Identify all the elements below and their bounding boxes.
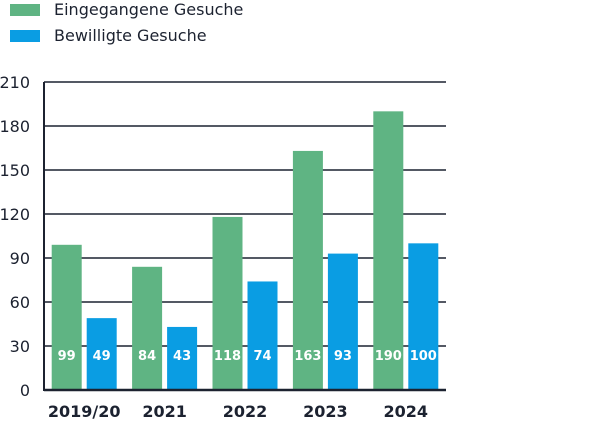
data-label-approved-2: 74 bbox=[253, 349, 271, 364]
legend-item-approved: Bewilligte Gesuche bbox=[10, 26, 207, 46]
bar-approved-2 bbox=[247, 281, 278, 390]
data-label-approved-0: 49 bbox=[93, 349, 111, 364]
legend-label-approved: Bewilligte Gesuche bbox=[54, 26, 207, 45]
data-label-received-3: 163 bbox=[294, 349, 321, 364]
bar-received-4 bbox=[373, 111, 404, 390]
x-tick-label-4: 2024 bbox=[384, 402, 429, 421]
x-tick-label-2: 2022 bbox=[223, 402, 268, 421]
y-tick-label-30: 30 bbox=[10, 337, 30, 356]
legend-item-received: Eingegangene Gesuche bbox=[10, 0, 243, 20]
bar-approved-0 bbox=[86, 318, 117, 390]
bar-received-3 bbox=[292, 150, 323, 390]
legend-swatch-approved bbox=[10, 30, 40, 42]
data-label-approved-1: 43 bbox=[173, 349, 191, 364]
data-label-received-1: 84 bbox=[138, 349, 156, 364]
y-tick-label-90: 90 bbox=[10, 249, 30, 268]
data-label-approved-3: 93 bbox=[334, 349, 352, 364]
data-label-received-4: 190 bbox=[375, 349, 402, 364]
legend-swatch-received bbox=[10, 4, 40, 16]
legend-label-received: Eingegangene Gesuche bbox=[54, 0, 244, 19]
data-label-approved-4: 100 bbox=[410, 349, 437, 364]
bar-received-1 bbox=[132, 266, 163, 390]
y-tick-label-150: 150 bbox=[0, 161, 30, 180]
data-label-received-2: 118 bbox=[214, 349, 241, 364]
x-tick-label-1: 2021 bbox=[142, 402, 187, 421]
bar-received-2 bbox=[212, 216, 243, 390]
bar-approved-3 bbox=[327, 253, 358, 390]
data-label-received-0: 99 bbox=[58, 349, 76, 364]
y-tick-label-60: 60 bbox=[10, 293, 30, 312]
bar-received-0 bbox=[51, 244, 82, 390]
x-tick-label-0: 2019/20 bbox=[48, 402, 121, 421]
y-tick-label-0: 0 bbox=[20, 381, 30, 400]
bar-approved-1 bbox=[167, 326, 198, 390]
y-tick-label-120: 120 bbox=[0, 205, 30, 224]
x-tick-label-3: 2023 bbox=[303, 402, 348, 421]
y-tick-label-210: 210 bbox=[0, 73, 30, 92]
y-tick-label-180: 180 bbox=[0, 117, 30, 136]
bar-approved-4 bbox=[408, 243, 439, 390]
